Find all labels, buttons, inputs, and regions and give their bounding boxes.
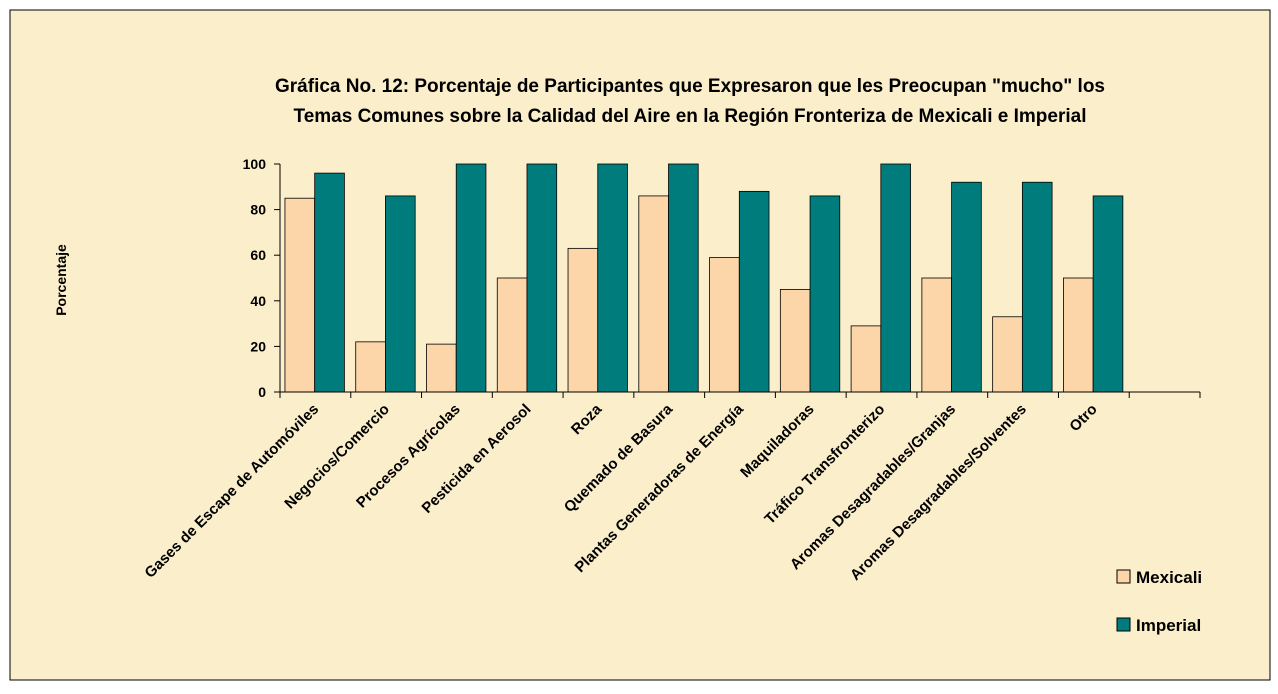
bar [355,341,386,393]
bar [385,195,416,393]
chart-title: Gráfica No. 12: Porcentaje de Participan… [275,76,1105,97]
bar [496,277,528,393]
bar [738,190,770,393]
bar [284,197,316,393]
y-tick-label: 20 [250,338,266,354]
y-tick-label: 80 [250,202,266,218]
legend-swatch [1116,617,1131,632]
legend-label: Mexicali [1136,568,1202,587]
bar [526,163,558,393]
bar [709,257,740,393]
bar [638,195,669,393]
legend-swatch [1116,569,1131,584]
y-tick-label: 0 [258,384,266,400]
bar [809,195,841,393]
bar [921,277,953,393]
bar [1021,181,1053,393]
bar [1092,195,1124,393]
bar [668,163,699,393]
y-axis-label: Porcentaje [53,244,69,316]
bar [951,181,982,393]
bar [455,163,487,393]
bar [1063,277,1094,393]
bar [992,316,1023,393]
bar [850,325,882,393]
bar [880,163,911,393]
bar [597,163,628,393]
y-tick-label: 40 [250,293,266,309]
bar [426,343,457,393]
bar [779,288,811,393]
legend-label: Imperial [1136,616,1201,635]
y-tick-label: 60 [250,247,266,263]
chart-title: Temas Comunes sobre la Calidad del Aire … [294,106,1087,127]
bar [314,172,345,393]
bar [567,247,599,393]
y-tick-label: 100 [243,156,267,172]
